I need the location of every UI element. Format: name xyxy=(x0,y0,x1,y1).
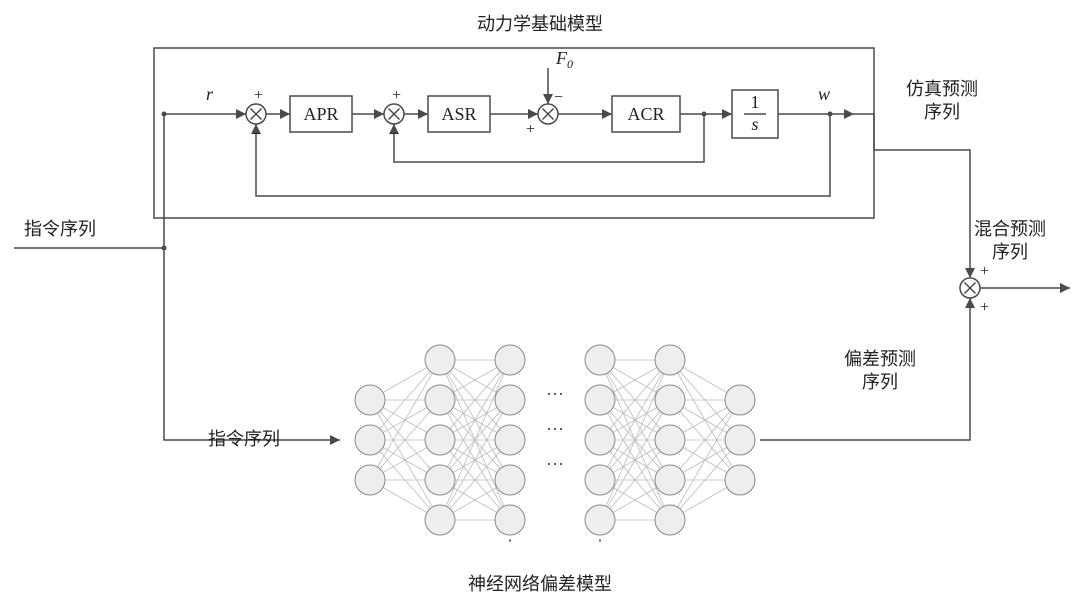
nn-node xyxy=(655,425,685,455)
nn-node xyxy=(655,385,685,415)
svg-text:−: − xyxy=(252,126,261,143)
label-command-seq: 指令序列 xyxy=(24,219,96,239)
nn-node xyxy=(585,345,615,375)
signal-r: r xyxy=(206,84,214,104)
svg-text:⋯: ⋯ xyxy=(546,384,564,404)
svg-text:序列: 序列 xyxy=(924,102,960,122)
svg-text:+: + xyxy=(526,121,535,138)
nn-node xyxy=(495,385,525,415)
nn-node xyxy=(425,505,455,535)
nn-node xyxy=(725,465,755,495)
svg-text:序列: 序列 xyxy=(862,372,898,392)
svg-text:+: + xyxy=(392,87,401,104)
svg-text:+: + xyxy=(980,263,989,280)
nn-node xyxy=(355,385,385,415)
label-bias-pred: 偏差预测 xyxy=(844,349,916,369)
nn-node xyxy=(495,425,525,455)
svg-text:⋯: ⋯ xyxy=(546,419,564,439)
apr-label: APR xyxy=(303,104,338,124)
label-nn-input: 指令序列 xyxy=(208,429,280,449)
svg-text:−: − xyxy=(554,89,563,106)
nn-node xyxy=(495,505,525,535)
nn-node xyxy=(425,345,455,375)
nn-node xyxy=(585,385,615,415)
nn-node xyxy=(495,345,525,375)
title-dynamics: 动力学基础模型 xyxy=(477,14,603,34)
svg-text:s: s xyxy=(751,114,758,134)
svg-text:1: 1 xyxy=(751,92,760,112)
nn-node xyxy=(585,425,615,455)
nn-node xyxy=(585,505,615,535)
nn-node xyxy=(355,425,385,455)
diagram-root: ⋯⋯⋯⋮⋮APRASRACR1s+−+−+−++rF0w动力学基础模型神经网络偏… xyxy=(0,0,1080,611)
nn-node xyxy=(725,425,755,455)
asr-label: ASR xyxy=(441,104,476,124)
svg-text:⋯: ⋯ xyxy=(546,454,564,474)
label-sim-pred: 仿真预测 xyxy=(906,79,978,99)
svg-text:+: + xyxy=(980,299,989,316)
label-mix-pred: 混合预测 xyxy=(974,219,1046,239)
signal-w: w xyxy=(818,84,830,104)
svg-text:序列: 序列 xyxy=(992,242,1028,262)
nn-node xyxy=(495,465,525,495)
nn-node xyxy=(655,345,685,375)
svg-text:+: + xyxy=(254,87,263,104)
nn-node xyxy=(355,465,385,495)
nn-node xyxy=(655,465,685,495)
nn-node xyxy=(425,425,455,455)
nn-node xyxy=(425,385,455,415)
nn-node xyxy=(425,465,455,495)
nn-node xyxy=(725,385,755,415)
nn-node xyxy=(585,465,615,495)
acr-label: ACR xyxy=(627,104,664,124)
svg-text:−: − xyxy=(390,126,399,143)
title-nn: 神经网络偏差模型 xyxy=(468,574,612,594)
nn-node xyxy=(655,505,685,535)
